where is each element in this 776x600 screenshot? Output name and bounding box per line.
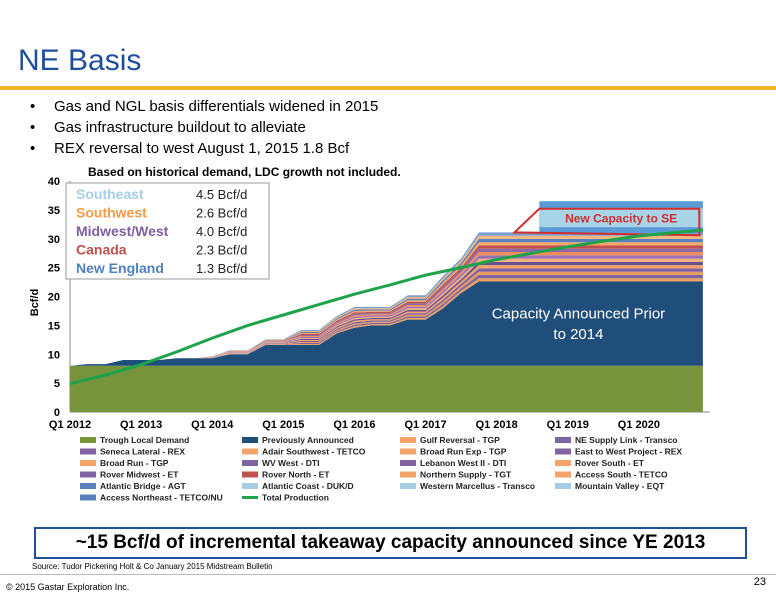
x-tick-label: Q1 2019 xyxy=(547,419,589,431)
region-table xyxy=(65,182,270,280)
legend-swatch xyxy=(400,483,416,489)
legend-label: Northern Supply - TGT xyxy=(420,470,512,480)
x-tick-label: Q1 2014 xyxy=(191,419,234,431)
region-value: 4.5 Bcf/d xyxy=(196,187,247,202)
legend-label: Broad Run - TGP xyxy=(100,458,169,468)
y-tick-label: 15 xyxy=(48,320,60,332)
legend-swatch xyxy=(555,460,571,466)
legend-label: Access Northeast - TETCO/NU xyxy=(100,493,223,503)
bullet-item: Gas and NGL basis differentials widened … xyxy=(30,96,378,117)
legend-label: Rover Midwest - ET xyxy=(100,470,179,480)
region-value: 4.0 Bcf/d xyxy=(196,224,247,239)
bullet-item: Gas infrastructure buildout to alleviate xyxy=(30,117,378,138)
legend-label: Rover North - ET xyxy=(262,470,330,480)
legend-swatch xyxy=(555,448,571,455)
series-trough-local-demand xyxy=(70,365,703,412)
y-tick-label: 20 xyxy=(48,292,60,304)
takeaway-callout: ~15 Bcf/d of incremental takeaway capaci… xyxy=(34,527,747,559)
legend-label: Atlantic Coast - DUK/D xyxy=(262,481,354,491)
bullet-item: REX reversal to west August 1, 2015 1.8 … xyxy=(30,138,378,159)
capacity-chart: Based on historical demand, LDC growth n… xyxy=(29,165,710,503)
new-capacity-label: New Capacity to SE xyxy=(565,212,677,226)
x-tick-label: Q1 2017 xyxy=(404,419,446,431)
series-total-production xyxy=(69,228,704,386)
region-name: Southeast xyxy=(76,186,144,202)
legend-swatch xyxy=(80,448,96,455)
x-tick-label: Q1 2020 xyxy=(618,419,660,431)
chart-title: Based on historical demand, LDC growth n… xyxy=(88,165,401,179)
legend-label: Total Production xyxy=(262,493,329,503)
y-tick-label: 10 xyxy=(48,349,60,361)
legend-label: WV West - DTI xyxy=(262,458,319,468)
legend-swatch xyxy=(242,460,258,466)
x-tick-label: Q1 2012 xyxy=(49,419,91,431)
legend-swatch xyxy=(80,471,96,478)
legend-swatch xyxy=(242,483,258,489)
y-tick-label: 5 xyxy=(54,378,60,390)
legend-label: Access South - TETCO xyxy=(575,470,668,480)
chart-legend: Trough Local Demand Previously Announced G… xyxy=(80,435,682,503)
y-tick-label: 0 xyxy=(54,407,60,419)
legend-label: NE Supply Link - Transco xyxy=(575,435,678,445)
y-axis-label: Bcf/d xyxy=(29,289,41,317)
legend-label: Seneca Lateral - REX xyxy=(100,447,185,457)
legend-swatch xyxy=(400,437,416,443)
legend-label: Rover South - ET xyxy=(575,458,645,468)
region-name: Midwest/West xyxy=(76,223,169,239)
x-tick-label: Q1 2013 xyxy=(120,419,162,431)
y-tick-label: 30 xyxy=(48,234,60,246)
y-tick-label: 25 xyxy=(48,263,60,275)
page-number: 23 xyxy=(753,576,766,588)
region-name: Southwest xyxy=(76,205,147,221)
legend-swatch xyxy=(242,437,258,443)
new-capacity-block-inner xyxy=(539,208,703,228)
legend-label: Trough Local Demand xyxy=(100,435,189,445)
slide-title: NE Basis xyxy=(18,44,142,77)
legend-label: Mountain Valley - EQT xyxy=(575,481,665,491)
y-tick-label: 35 xyxy=(48,205,60,217)
prior-capacity-label: to 2014 xyxy=(553,326,603,343)
legend-swatch xyxy=(242,448,258,455)
title-underline xyxy=(0,86,776,90)
legend-label: Broad Run Exp - TGP xyxy=(420,447,507,457)
region-value: 2.6 Bcf/d xyxy=(196,206,247,221)
series-previously-announced xyxy=(70,281,703,366)
new-capacity-outline xyxy=(511,207,701,237)
prior-capacity-label: Capacity Announced Prior xyxy=(492,305,665,322)
legend-swatch xyxy=(400,460,416,466)
legend-swatch xyxy=(555,471,571,478)
legend-swatch xyxy=(242,471,258,478)
legend-label: East to West Project - REX xyxy=(575,447,682,457)
plot-area: 0 5 10 15 20 25 30 35 40 Q1 2012 Q1 2013 Q1 2014 Q1 … xyxy=(29,176,710,431)
legend-swatch xyxy=(80,494,96,501)
legend-label: Adair Southwest - TETCO xyxy=(262,447,366,457)
legend-label: Western Marcellus - Transco xyxy=(420,481,535,491)
legend-label: Gulf Reversal - TGP xyxy=(420,435,500,445)
y-tick-label: 40 xyxy=(48,176,60,188)
footer-divider xyxy=(0,574,776,575)
legend-swatch xyxy=(80,460,96,466)
region-value: 1.3 Bcf/d xyxy=(196,261,247,276)
region-value: 2.3 Bcf/d xyxy=(196,243,247,258)
legend-swatch xyxy=(400,448,416,455)
region-name: Canada xyxy=(76,242,127,258)
bullet-list: Gas and NGL basis differentials widened … xyxy=(30,96,378,159)
legend-label: Lebanon West II - DTI xyxy=(420,458,506,468)
copyright-text: © 2015 Gastar Exploration Inc. xyxy=(6,582,130,592)
x-tick-label: Q1 2018 xyxy=(476,419,518,431)
legend-label: Atlantic Bridge - AGT xyxy=(100,481,186,491)
x-tick-label: Q1 2015 xyxy=(262,419,304,431)
legend-swatch xyxy=(400,471,416,478)
legend-label: Previously Announced xyxy=(262,435,354,445)
source-note: Source: Tudor Pickering Holt & Co Januar… xyxy=(32,562,273,571)
legend-swatch xyxy=(80,437,96,443)
legend-swatch xyxy=(555,483,571,489)
legend-swatch xyxy=(80,483,96,489)
x-tick-label: Q1 2016 xyxy=(333,419,375,431)
legend-swatch xyxy=(555,437,571,443)
region-name: New England xyxy=(76,260,164,276)
